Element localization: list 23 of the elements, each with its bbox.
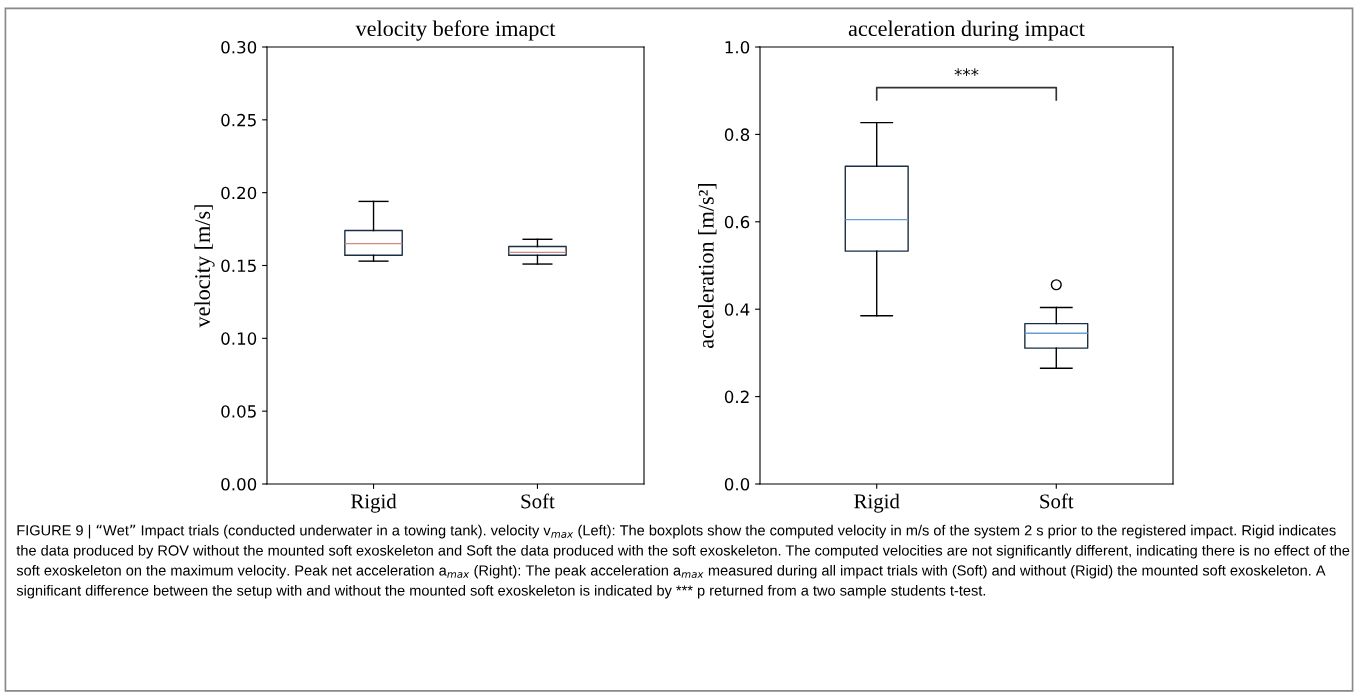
y-tick-label: 0.20 bbox=[221, 186, 257, 200]
chart-title: acceleration during impact bbox=[848, 20, 1085, 41]
x-tick-label: Soft bbox=[1040, 493, 1074, 509]
y-tick-label: 0.00 bbox=[221, 477, 257, 491]
y-tick-label: 0.15 bbox=[221, 259, 256, 273]
chart-title: velocity before imapct bbox=[355, 20, 556, 41]
text: FIGURE 9 | “Wet” Impact trials (conducted underwater in a towing tank). velocity v$_{max}$ (Left): The boxplots show the computed velocity in m/s of the system 2 s prior to the registered impact. Rigid indicates the data produced by ROV without the mounted soft exoskeleton and Soft the data produced with the soft exoskeleton. The computed velocities are not significantly different, indicating there is no effect of the soft exoskeleton on the maximum velocity. Peak net acceleration a$_{max}$ (Right): The peak acceleration a$_{max}$ measured during all impact trials with (Soft) and without (Rigid) the mounted soft exoskeleton. A significant difference between the setup with and without the mounted soft exoskeleton is indicated by *** p returned from a two sample students t-test. bbox=[16, 524, 1350, 599]
y-tick-label: 0.6 bbox=[724, 215, 750, 229]
y-tick-label: 0.25 bbox=[221, 113, 256, 127]
annotation: *** bbox=[954, 68, 979, 76]
y-tick-label: 0.30 bbox=[221, 40, 257, 54]
y-tick-label: 0.8 bbox=[724, 128, 750, 141]
x-tick-label: Soft bbox=[521, 493, 555, 509]
y-tick-label: 0.2 bbox=[724, 390, 749, 404]
y-tick-label: 0.05 bbox=[221, 405, 256, 418]
y-axis-title: velocity [m/s] bbox=[194, 205, 215, 328]
y-tick-label: 1.0 bbox=[725, 40, 750, 54]
y-axis-title: acceleration [m/s²] bbox=[698, 183, 717, 348]
x-tick-label: Rigid bbox=[350, 493, 397, 513]
y-tick-label: 0.4 bbox=[724, 303, 750, 316]
x-tick-label: Rigid bbox=[854, 493, 900, 513]
y-tick-label: 0.0 bbox=[724, 477, 750, 491]
y-tick-label: 0.10 bbox=[221, 332, 257, 345]
